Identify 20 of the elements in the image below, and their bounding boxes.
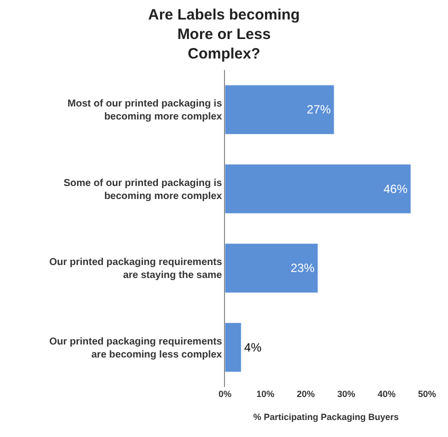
x-tick-label: 0% [218, 389, 232, 399]
y-tick-label: Our printed packaging requirements are becoming less complex [49, 336, 222, 360]
x-tick-label: 40% [378, 389, 396, 399]
y-tick-label: Most of our printed packaging is becoming more complex [68, 98, 222, 123]
x-tick-label: 30% [337, 389, 356, 399]
data-label: 23% [290, 261, 315, 276]
x-tick-label: 50% [418, 389, 436, 399]
x-tick-label: 20% [296, 389, 315, 399]
data-label: 46% [383, 182, 408, 196]
chart-title: Are Labels becoming More or Less Complex? [148, 6, 300, 63]
y-tick-label: Our printed packaging requirements are staying the same [49, 257, 222, 282]
bar [225, 243, 318, 293]
data-label: 27% [306, 102, 332, 117]
bar [225, 322, 242, 372]
bar [225, 84, 334, 134]
y-tick-label: Some of our printed packaging is becoming more complex [64, 178, 222, 202]
bar [225, 164, 412, 214]
data-label: 4% [244, 340, 262, 354]
x-axis-title: % Participating Packaging Buyers [253, 412, 399, 422]
x-tick-label: 10% [256, 389, 274, 399]
